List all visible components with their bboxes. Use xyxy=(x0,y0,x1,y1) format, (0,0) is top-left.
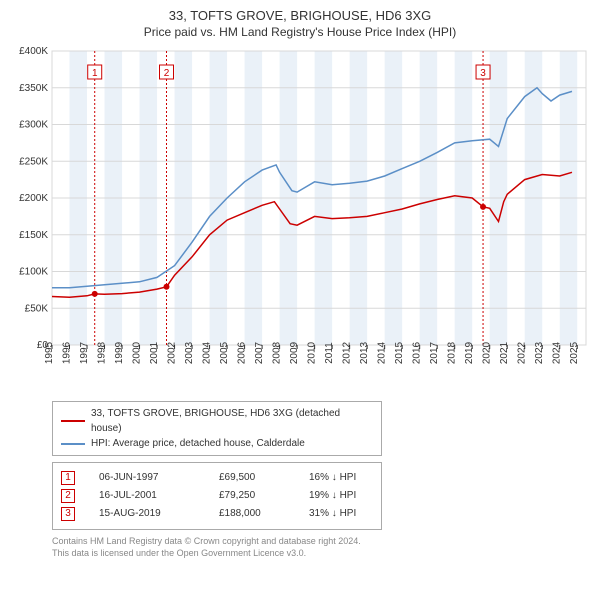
svg-text:2005: 2005 xyxy=(219,341,230,364)
sale-date: 15-AUG-2019 xyxy=(99,505,219,523)
svg-text:2013: 2013 xyxy=(359,341,370,364)
svg-text:2007: 2007 xyxy=(254,341,265,364)
sale-price: £69,500 xyxy=(219,469,309,487)
svg-text:2015: 2015 xyxy=(394,341,405,364)
svg-text:1999: 1999 xyxy=(114,341,125,364)
sale-marker-number: 2 xyxy=(61,489,75,503)
svg-text:2002: 2002 xyxy=(167,341,178,364)
sale-row: 3 15-AUG-2019£188,00031% ↓ HPI xyxy=(61,505,373,523)
svg-text:2018: 2018 xyxy=(447,341,458,364)
footer-line: Contains HM Land Registry data © Crown c… xyxy=(52,536,592,548)
svg-text:2019: 2019 xyxy=(464,341,475,364)
sale-price: £79,250 xyxy=(219,487,309,505)
sale-marker-number: 3 xyxy=(61,507,75,521)
legend-item: 33, TOFTS GROVE, BRIGHOUSE, HD6 3XG (det… xyxy=(61,406,373,436)
svg-text:2024: 2024 xyxy=(552,341,563,364)
svg-text:2020: 2020 xyxy=(482,341,493,364)
sale-delta: 19% ↓ HPI xyxy=(309,487,356,505)
svg-text:2022: 2022 xyxy=(517,341,528,364)
svg-text:2011: 2011 xyxy=(324,342,335,364)
svg-text:2010: 2010 xyxy=(307,341,318,364)
sale-marker-number: 1 xyxy=(61,471,75,485)
sale-price: £188,000 xyxy=(219,505,309,523)
svg-text:2000: 2000 xyxy=(132,341,143,364)
sales-table: 1 06-JUN-1997£69,50016% ↓ HPI 2 16-JUL-2001… xyxy=(52,462,382,530)
sale-delta: 16% ↓ HPI xyxy=(309,469,356,487)
svg-text:2016: 2016 xyxy=(412,341,423,364)
svg-text:2003: 2003 xyxy=(184,341,195,364)
svg-text:£250K: £250K xyxy=(19,156,48,167)
legend: 33, TOFTS GROVE, BRIGHOUSE, HD6 3XG (det… xyxy=(52,401,382,456)
svg-text:1995: 1995 xyxy=(44,341,55,364)
page-title: 33, TOFTS GROVE, BRIGHOUSE, HD6 3XG xyxy=(8,8,592,23)
svg-text:2014: 2014 xyxy=(377,341,388,364)
sale-row: 1 06-JUN-1997£69,50016% ↓ HPI xyxy=(61,469,373,487)
legend-label: HPI: Average price, detached house, Cald… xyxy=(91,436,305,451)
legend-label: 33, TOFTS GROVE, BRIGHOUSE, HD6 3XG (det… xyxy=(91,406,373,436)
legend-swatch xyxy=(61,443,85,445)
svg-text:2021: 2021 xyxy=(499,341,510,364)
svg-text:£350K: £350K xyxy=(19,83,48,94)
sale-delta: 31% ↓ HPI xyxy=(309,505,356,523)
svg-text:2004: 2004 xyxy=(202,341,213,364)
price-chart: £0£50K£100K£150K£200K£250K£300K£350K£400… xyxy=(8,45,592,395)
svg-text:2009: 2009 xyxy=(289,341,300,364)
svg-text:3: 3 xyxy=(480,68,486,79)
svg-text:2: 2 xyxy=(164,68,170,79)
svg-text:1: 1 xyxy=(92,68,98,79)
svg-text:2006: 2006 xyxy=(237,341,248,364)
attribution-footer: Contains HM Land Registry data © Crown c… xyxy=(52,536,592,559)
svg-text:2008: 2008 xyxy=(272,341,283,364)
svg-text:1998: 1998 xyxy=(97,341,108,364)
sale-row: 2 16-JUL-2001£79,25019% ↓ HPI xyxy=(61,487,373,505)
svg-text:2025: 2025 xyxy=(569,341,580,364)
footer-line: This data is licensed under the Open Gov… xyxy=(52,548,592,560)
svg-text:£100K: £100K xyxy=(19,267,48,278)
svg-text:1997: 1997 xyxy=(79,341,90,364)
svg-text:2017: 2017 xyxy=(429,341,440,364)
svg-text:£50K: £50K xyxy=(25,303,49,314)
svg-text:£150K: £150K xyxy=(19,230,48,241)
sale-date: 06-JUN-1997 xyxy=(99,469,219,487)
page-subtitle: Price paid vs. HM Land Registry's House … xyxy=(8,25,592,39)
legend-swatch xyxy=(61,420,85,422)
legend-item: HPI: Average price, detached house, Cald… xyxy=(61,436,373,451)
svg-text:2023: 2023 xyxy=(534,341,545,364)
svg-text:£200K: £200K xyxy=(19,193,48,204)
svg-text:1996: 1996 xyxy=(62,341,73,364)
svg-text:2001: 2001 xyxy=(149,341,160,364)
svg-text:2012: 2012 xyxy=(342,341,353,364)
svg-text:£300K: £300K xyxy=(19,120,48,131)
svg-text:£400K: £400K xyxy=(19,46,48,57)
sale-date: 16-JUL-2001 xyxy=(99,487,219,505)
